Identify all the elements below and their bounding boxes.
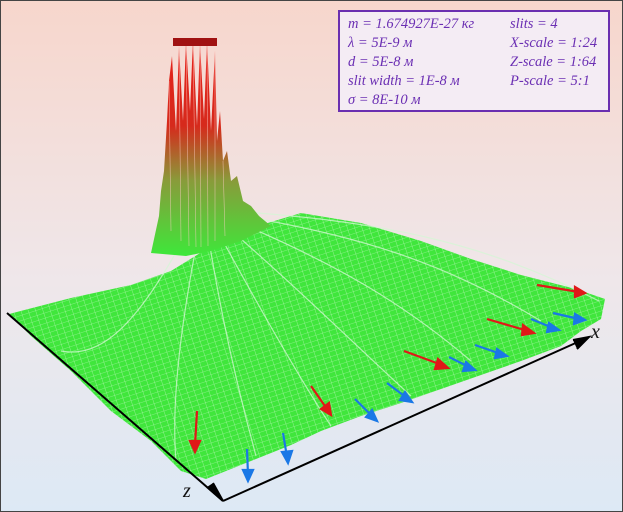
x-axis-arrow	[572, 335, 592, 350]
central-peak	[151, 39, 271, 256]
z-axis-arrow	[206, 482, 224, 502]
blue-arrows	[241, 311, 588, 484]
param-slits: slits = 4	[510, 16, 558, 32]
x-axis-label: x	[591, 321, 600, 343]
x-axis-line	[222, 336, 590, 502]
peak-top	[173, 38, 217, 46]
param-d: d = 5E-8 м	[348, 54, 414, 70]
peak-spikes	[168, 38, 226, 248]
param-p-scale: P-scale = 5:1	[510, 73, 590, 89]
param-z-scale: Z-scale = 1:64	[510, 54, 597, 70]
z-axis-line	[6, 312, 224, 502]
param-mass: m = 1.674927E-27 кг	[348, 16, 475, 32]
axes	[6, 312, 592, 502]
red-arrows	[188, 283, 588, 455]
interference-ridges	[60, 210, 600, 462]
param-lambda: λ = 5E-9 м	[348, 35, 413, 51]
parameters-panel: m = 1.674927E-27 кг λ = 5E-9 м d = 5E-8 …	[338, 10, 610, 112]
z-axis-label: z	[183, 480, 191, 502]
param-slit-width: slit width = 1E-8 м	[348, 73, 460, 89]
param-sigma: σ = 8E-10 м	[348, 92, 421, 108]
param-x-scale: X-scale = 1:24	[510, 35, 598, 51]
